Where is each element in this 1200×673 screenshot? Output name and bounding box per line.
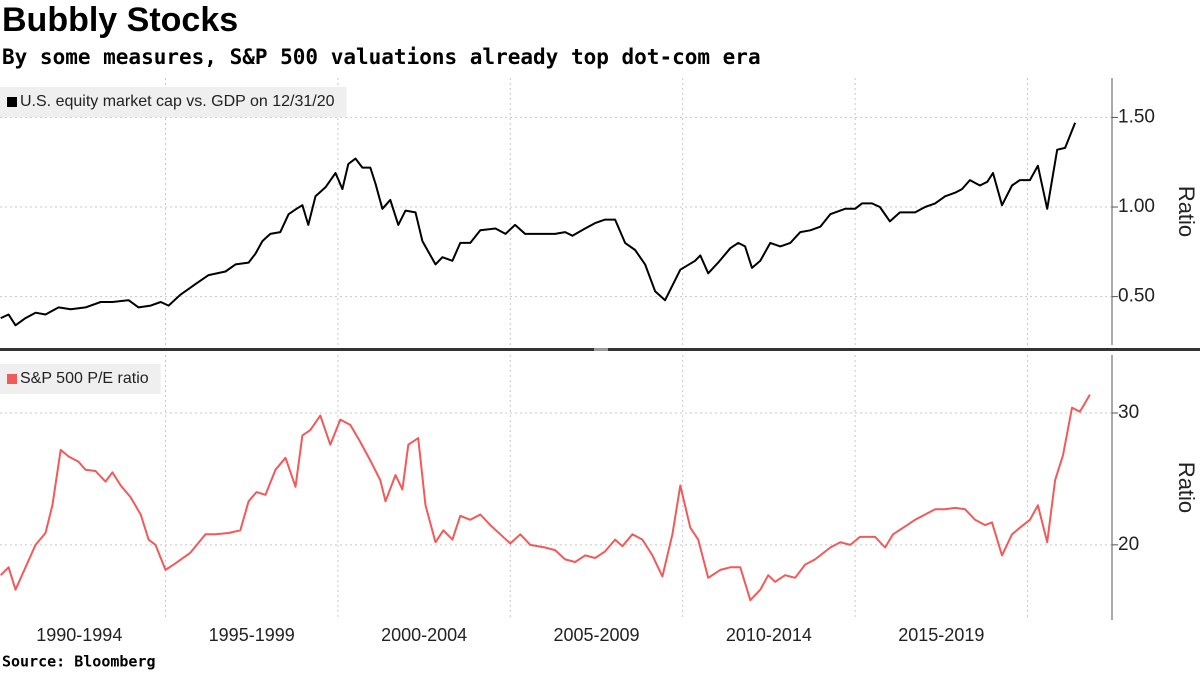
legend-swatch bbox=[7, 374, 17, 384]
x-tick-label: 2005-2009 bbox=[553, 625, 639, 645]
y-tick-label: 1.50 bbox=[1118, 106, 1155, 127]
x-tick-label: 2015-2019 bbox=[898, 625, 984, 645]
chart-title: Bubbly Stocks bbox=[2, 1, 238, 39]
divider-handle bbox=[594, 348, 608, 351]
legend-background bbox=[0, 364, 161, 394]
x-tick-label: 2010-2014 bbox=[726, 625, 812, 645]
y-tick-label: 30 bbox=[1118, 402, 1139, 423]
legend-background bbox=[0, 87, 347, 117]
x-tick-label: 1990-1994 bbox=[36, 625, 122, 645]
y-tick-label: 20 bbox=[1118, 534, 1139, 555]
source: Source: Bloomberg bbox=[2, 653, 156, 671]
y-axis-label: Ratio bbox=[1174, 462, 1199, 513]
y-tick-label: 1.00 bbox=[1118, 196, 1155, 217]
chart-subtitle: By some measures, S&P 500 valuations alr… bbox=[2, 45, 761, 69]
y-tick-label: 0.50 bbox=[1118, 286, 1155, 307]
y-axis-label: Ratio bbox=[1174, 186, 1199, 237]
series-line bbox=[0, 122, 1077, 327]
legend-label: U.S. equity market cap vs. GDP on 12/31/… bbox=[20, 93, 335, 110]
x-tick-label: 1995-1999 bbox=[209, 625, 295, 645]
legend-label: S&P 500 P/E ratio bbox=[20, 370, 149, 387]
legend-swatch bbox=[7, 97, 17, 107]
series-line bbox=[0, 394, 1091, 602]
x-tick-label: 2000-2004 bbox=[381, 625, 467, 645]
